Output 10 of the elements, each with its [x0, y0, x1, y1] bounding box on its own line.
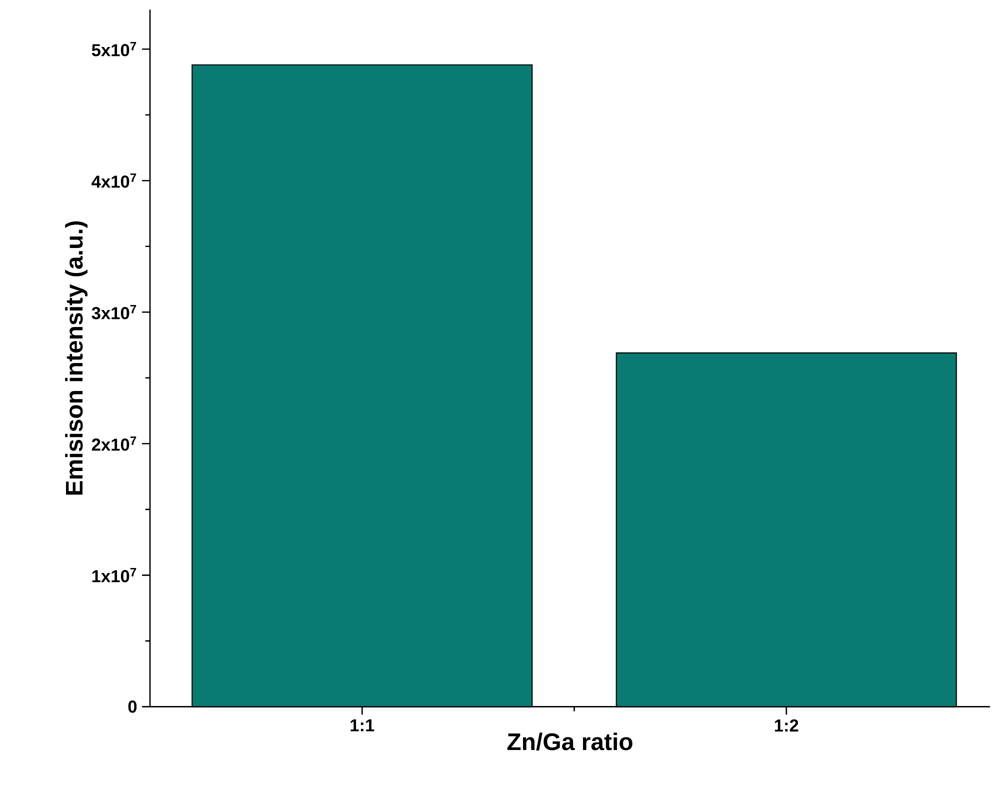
x-tick-label: 1:1 [350, 719, 374, 732]
y-axis-title: Emisison intensity (a.u.) [65, 221, 88, 495]
y-tick-label: 4x10$^{7}$ [92, 173, 136, 188]
y-tick-label: 5x10$^{7}$ [92, 42, 136, 56]
y-tick-label: 0 [128, 700, 137, 713]
y-tick-label: 2x10$^{7}$ [92, 436, 136, 451]
y-tick-label: 3x10$^{7}$ [92, 304, 136, 320]
x-tick-label: 1:2 [774, 719, 798, 732]
y-tick-label: 1x10$^{7}$ [92, 568, 136, 582]
x-axis-title: Zn/Ga ratio [507, 732, 632, 751]
